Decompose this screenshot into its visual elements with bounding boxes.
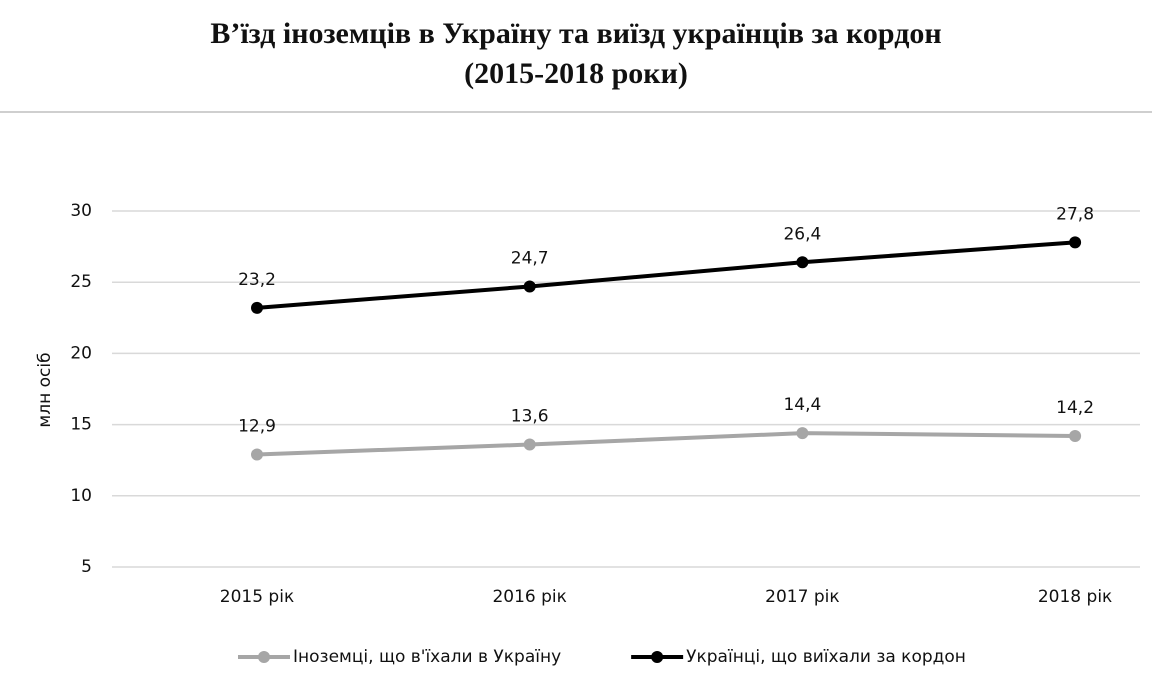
point [796,256,809,269]
y-tick-label: 5 [81,557,92,577]
y-tick-label: 20 [70,343,92,363]
point [1069,429,1082,442]
data-label: 13,6 [511,407,549,427]
legend-marker [258,651,270,663]
data-label: 12,9 [238,417,276,437]
x-tick-label: 2017 рік [765,587,839,607]
legend-label: Іноземці, що в'їхали в Україну [293,647,561,667]
series-line [256,431,1076,457]
y-tick-label: 30 [70,201,92,221]
data-label: 26,4 [783,224,821,244]
point [251,448,263,461]
point [251,301,263,314]
point [523,438,536,451]
point [796,427,809,440]
data-label: 14,4 [783,395,821,415]
y-tick-label: 25 [70,272,92,292]
legend-label: Українці, що виїхали за кордон [686,647,966,667]
x-tick-label: 2018 рік [1038,587,1112,607]
series-line [256,240,1076,310]
x-tick-label: 2015 рік [220,587,294,607]
data-label: 14,2 [1056,398,1094,418]
data-label: 27,8 [1056,204,1094,224]
point [523,280,536,293]
chart-title: В’їзд іноземців в Україну та виїзд украї… [210,17,941,50]
y-tick-label: 15 [70,415,92,435]
y-axis-label: млн осіб [35,352,55,427]
y-tick-label: 10 [70,486,92,506]
chart-title: (2015-2018 роки) [464,57,688,90]
legend-marker [651,651,664,663]
data-label: 23,2 [238,270,276,290]
data-label: 24,7 [511,248,549,268]
x-tick-label: 2016 рік [492,587,566,607]
point [1069,236,1082,249]
